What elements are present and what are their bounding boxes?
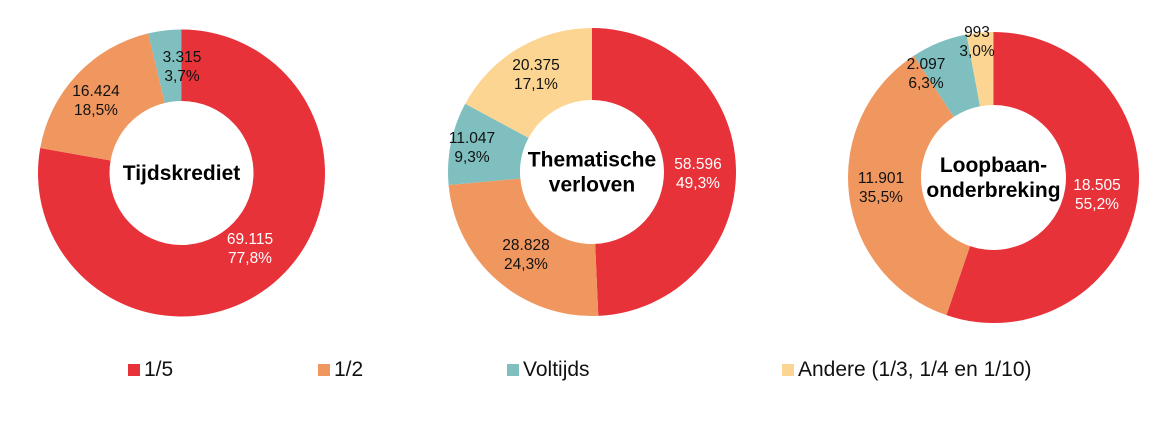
donut-slice — [148, 29, 182, 103]
legend-swatch-yellow — [782, 364, 794, 376]
donut-loopbaanonderbreking: 18.505 55,2% 11.901 35,5% 2.097 6,3% 993 3,0% Lo… — [848, 24, 1139, 323]
donut-slice — [38, 29, 326, 317]
donut-charts: 69.115 77,8% 16.424 18,5% 3.315 3,7% Tijdskred… — [38, 24, 1139, 323]
slice-data-label: 69.115 77,8% — [227, 231, 273, 267]
slice-data-label: 3.315 3,7% — [163, 49, 202, 85]
donut-slice — [40, 33, 165, 161]
legend-item-andere: Andere (1/3, 1/4 en 1/10) — [782, 356, 1032, 384]
slice-data-label: 20.375 17,1% — [512, 57, 559, 93]
donut-slice — [913, 34, 981, 117]
legend-label: Voltijds — [523, 358, 590, 381]
donut-center-title: Loopbaan-onderbreking — [926, 154, 1060, 202]
slice-data-label: 18.505 55,2% — [1073, 177, 1120, 213]
donut-slice — [448, 178, 599, 316]
slice-data-label: 58.596 49,3% — [674, 156, 721, 192]
legend-item-1-2: 1/2 — [318, 356, 363, 384]
donut-center-title: Tijdskrediet — [123, 162, 241, 185]
donut-slice — [966, 32, 994, 107]
legend-swatch-teal — [507, 364, 519, 376]
donut-slice — [448, 103, 529, 186]
slice-data-label: 11.047 9,3% — [449, 130, 495, 166]
legend-label: 1/5 — [144, 358, 174, 381]
donut-slice — [592, 28, 737, 316]
slice-data-label: 11.901 35,5% — [858, 170, 904, 206]
slice-data-label: 993 3,0% — [959, 24, 995, 60]
donut-thematische-verloven: 58.596 49,3% 28.828 24,3% 11.047 9,3% 20.375 17… — [448, 28, 737, 316]
donut-slice — [465, 28, 592, 138]
slice-data-label: 2.097 6,3% — [907, 56, 946, 92]
slice-data-label: 16.424 18,5% — [72, 83, 120, 119]
chart-legend: 1/5 1/2 Voltijds Andere (1/3, 1/4 en 1/1… — [0, 356, 1172, 386]
donut-slice — [848, 55, 971, 316]
donut-slice — [946, 32, 1139, 323]
legend-label: Andere (1/3, 1/4 en 1/10) — [798, 358, 1032, 381]
legend-item-voltijds: Voltijds — [507, 356, 590, 384]
donut-center-title: Thematische verloven — [528, 149, 656, 197]
legend-label: 1/2 — [334, 358, 364, 381]
legend-swatch-orange — [318, 364, 330, 376]
legend-swatch-red — [128, 364, 140, 376]
donut-tijdskrediet: 69.115 77,8% 16.424 18,5% 3.315 3,7% Tijdskred… — [38, 29, 326, 317]
legend-item-1-5: 1/5 — [128, 356, 173, 384]
slice-data-label: 28.828 24,3% — [502, 237, 549, 273]
